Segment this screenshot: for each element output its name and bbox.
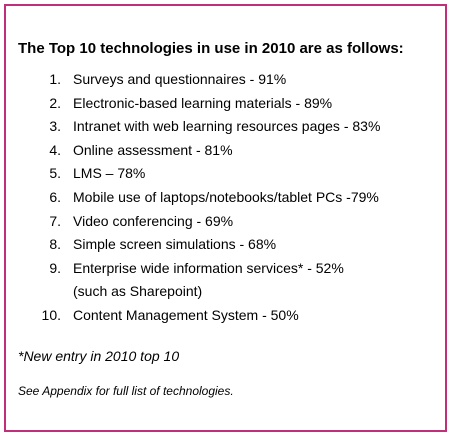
item-number: 2.: [49, 94, 61, 111]
item-number: 3.: [49, 118, 61, 135]
item-number: 5.: [49, 165, 61, 182]
item-subtext: (such as Sharepoint): [73, 283, 203, 300]
item-text: Electronic-based learning materials - 89…: [73, 94, 333, 111]
item-number: 1.: [49, 71, 61, 87]
item-text: Surveys and questionnaires - 91%: [73, 71, 287, 87]
item-number: 7.: [49, 212, 61, 229]
new-entry-note: *New entry in 2010 top 10: [18, 348, 180, 364]
item-number: 8.: [49, 236, 61, 253]
item-text: Intranet with web learning resources pag…: [73, 118, 381, 135]
item-number: 4.: [49, 141, 61, 158]
item-text: LMS – 78%: [73, 165, 146, 182]
item-text: Enterprise wide information services* - …: [73, 259, 344, 276]
item-number: 6.: [49, 188, 61, 205]
appendix-footnote: See Appendix for full list of technologi…: [18, 384, 234, 398]
item-text: Simple screen simulations - 68%: [73, 236, 277, 253]
item-text: Content Management System - 50%: [73, 306, 299, 323]
item-number: 9.: [49, 259, 61, 276]
item-text: Online assessment - 81%: [73, 141, 233, 158]
item-number: 10.: [41, 306, 61, 323]
heading: The Top 10 technologies in use in 2010 a…: [18, 40, 404, 57]
content-box: The Top 10 technologies in use in 2010 a…: [4, 4, 447, 432]
item-text: Video conferencing - 69%: [73, 212, 234, 229]
item-text: Mobile use of laptops/notebooks/tablet P…: [73, 188, 379, 205]
